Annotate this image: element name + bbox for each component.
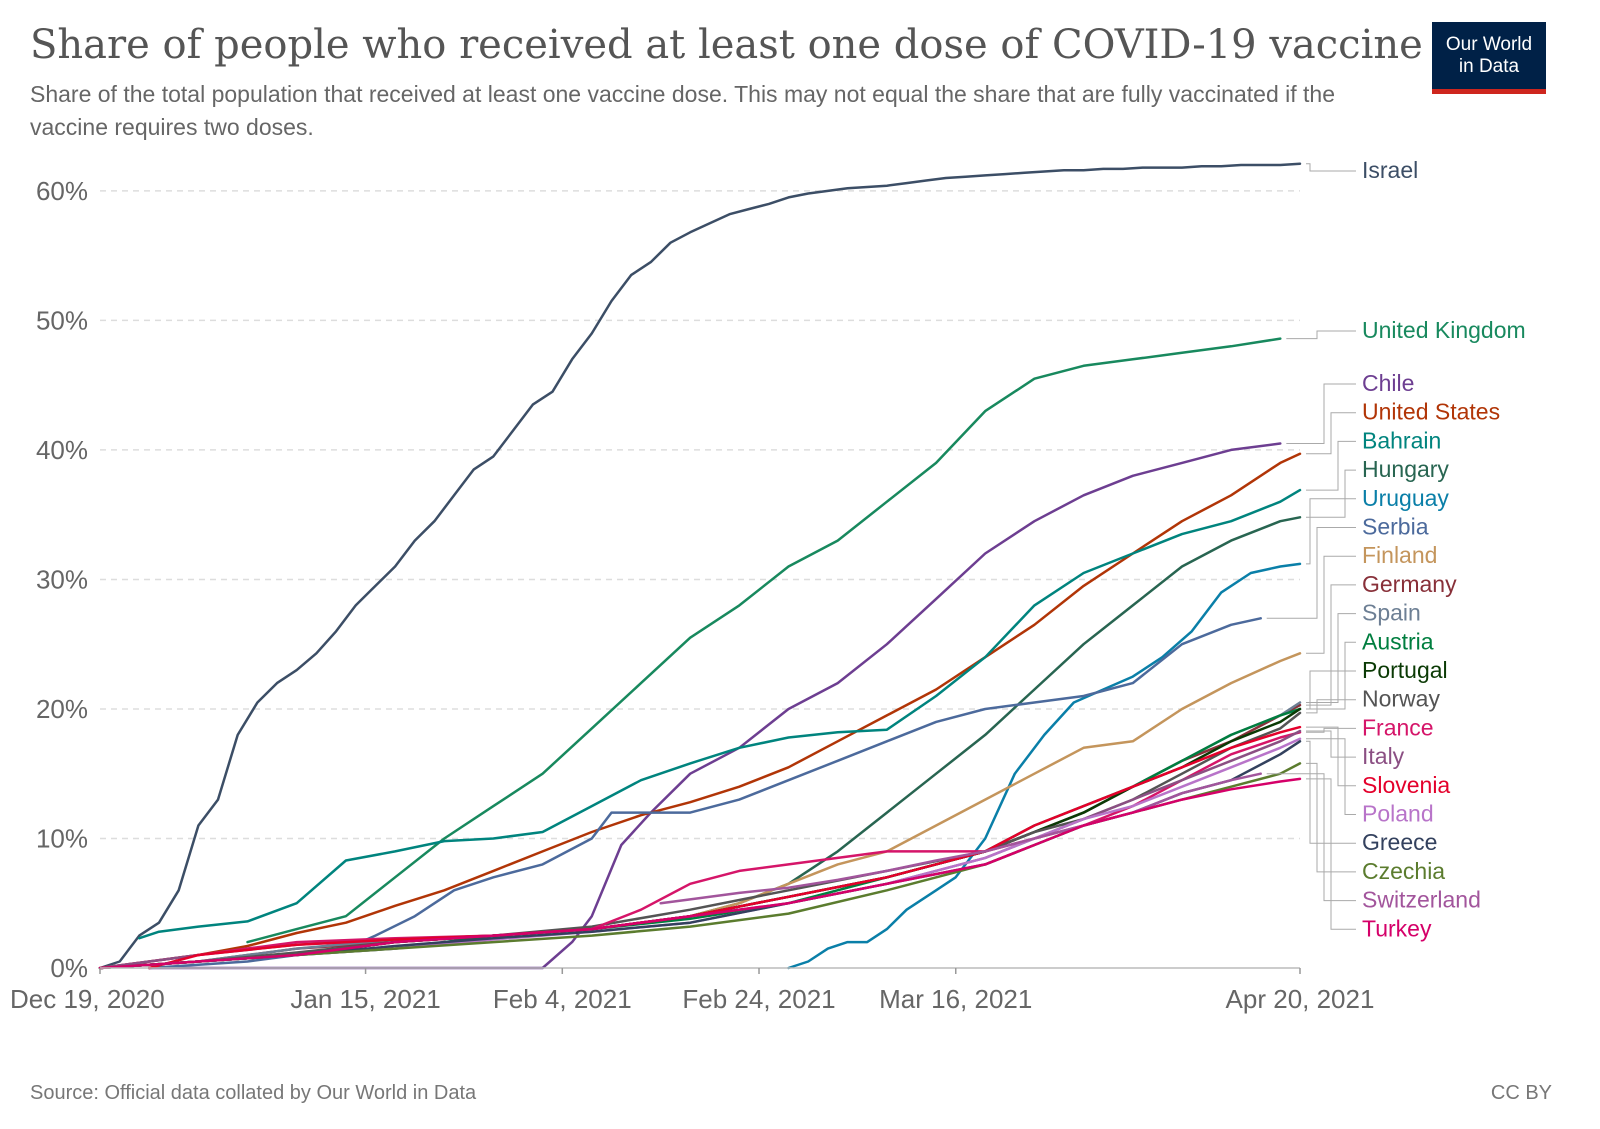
series-line-uruguay bbox=[787, 562, 1302, 970]
legend-connector bbox=[1306, 469, 1356, 518]
logo-line-1: Our World bbox=[1445, 33, 1533, 55]
legend-connector bbox=[1266, 773, 1356, 902]
y-tick-label: 60% bbox=[36, 176, 88, 206]
series-label-greece: Greece bbox=[1362, 829, 1437, 855]
legend-connector bbox=[1306, 498, 1356, 565]
x-tick-label: Apr 20, 2021 bbox=[1226, 984, 1375, 1014]
series-label-norway: Norway bbox=[1362, 686, 1440, 712]
series-label-germany: Germany bbox=[1362, 571, 1457, 597]
y-tick-label: 20% bbox=[36, 694, 88, 724]
logo-line-2: in Data bbox=[1458, 55, 1520, 77]
x-tick-label: Jan 15, 2021 bbox=[290, 984, 440, 1014]
legend-connector bbox=[1306, 738, 1356, 815]
series-line-united-kingdom bbox=[246, 337, 1282, 944]
owid-logo[interactable]: Our World in Data bbox=[1432, 22, 1546, 94]
x-tick-label: Mar 16, 2021 bbox=[879, 984, 1032, 1014]
series-label-serbia: Serbia bbox=[1362, 514, 1429, 540]
grid-layer bbox=[100, 190, 1300, 840]
x-tick-label: Feb 24, 2021 bbox=[682, 984, 835, 1014]
y-tick-label: 0% bbox=[50, 953, 88, 983]
legend-connector bbox=[1306, 740, 1356, 844]
series-label-hungary: Hungary bbox=[1362, 456, 1449, 482]
x-tick-label: Feb 4, 2021 bbox=[493, 984, 632, 1014]
series-line-switzerland bbox=[659, 772, 1262, 905]
series-label-italy: Italy bbox=[1362, 743, 1405, 769]
legend-connector bbox=[1306, 778, 1356, 930]
legend-connector bbox=[1306, 762, 1356, 873]
series-label-united-states: United States bbox=[1362, 399, 1500, 425]
legend-connector bbox=[1306, 584, 1356, 706]
axis-layer: 0% 10% 20% 30% 40% 50% 60% Dec 19, 2020 Jan 15, … bbox=[10, 176, 1374, 1014]
series-label-czechia: Czechia bbox=[1362, 858, 1445, 884]
series-line-serbia bbox=[147, 617, 1262, 970]
legend-connector bbox=[1306, 726, 1356, 787]
legend-connector bbox=[1266, 527, 1356, 619]
series-label-finland: Finland bbox=[1362, 542, 1437, 568]
legend-connector bbox=[1306, 641, 1356, 710]
series-label-austria: Austria bbox=[1362, 628, 1434, 654]
legend-connector bbox=[1306, 730, 1356, 758]
legend-connector bbox=[1306, 163, 1356, 172]
series-line-israel bbox=[98, 162, 1302, 970]
series-label-bahrain: Bahrain bbox=[1362, 427, 1441, 453]
series-label-chile: Chile bbox=[1362, 370, 1414, 396]
y-tick-label: 50% bbox=[36, 305, 88, 335]
legend-connector bbox=[1306, 555, 1356, 654]
series-line-germany bbox=[98, 703, 1302, 970]
series-line-turkey bbox=[98, 777, 1302, 970]
legend-connector bbox=[1306, 670, 1356, 710]
chart-subtitle: Share of the total population that recei… bbox=[30, 81, 1335, 140]
legend-connector bbox=[1306, 727, 1356, 733]
series-label-slovenia: Slovenia bbox=[1362, 772, 1450, 798]
series-label-switzerland: Switzerland bbox=[1362, 887, 1481, 913]
series-line-bahrain bbox=[138, 488, 1302, 940]
chart-title: Share of people who received at least on… bbox=[30, 22, 1423, 68]
source-note: Source: Official data collated by Our Wo… bbox=[30, 1082, 477, 1104]
series-label-israel: Israel bbox=[1362, 157, 1418, 183]
series-line-slovenia bbox=[147, 725, 1302, 970]
series-label-poland: Poland bbox=[1362, 801, 1434, 827]
y-tick-label: 40% bbox=[36, 435, 88, 465]
y-tick-label: 10% bbox=[36, 823, 88, 853]
legend-connector bbox=[1286, 330, 1356, 340]
series-label-spain: Spain bbox=[1362, 600, 1421, 626]
series-label-turkey: Turkey bbox=[1362, 915, 1432, 941]
legend-labels: Israel United Kingdom Chile United StatesBa… bbox=[1266, 157, 1526, 941]
x-tick-label: Dec 19, 2020 bbox=[10, 984, 165, 1014]
series-layer bbox=[98, 162, 1302, 970]
series-label-portugal: Portugal bbox=[1362, 657, 1448, 683]
series-line-chile bbox=[147, 442, 1282, 970]
license-link[interactable]: CC BY bbox=[1490, 1082, 1552, 1104]
legend-connector bbox=[1306, 412, 1356, 455]
y-tick-label: 30% bbox=[36, 564, 88, 594]
legend-connector bbox=[1306, 699, 1356, 714]
series-line-norway bbox=[98, 711, 1302, 970]
series-label-france: France bbox=[1362, 714, 1434, 740]
series-label-uruguay: Uruguay bbox=[1362, 485, 1449, 511]
series-label-united-kingdom: United Kingdom bbox=[1362, 317, 1526, 343]
legend-connector bbox=[1306, 440, 1356, 491]
legend-connector bbox=[1286, 383, 1356, 444]
legend-connector bbox=[1306, 613, 1356, 703]
series-line-united-states bbox=[98, 452, 1302, 970]
